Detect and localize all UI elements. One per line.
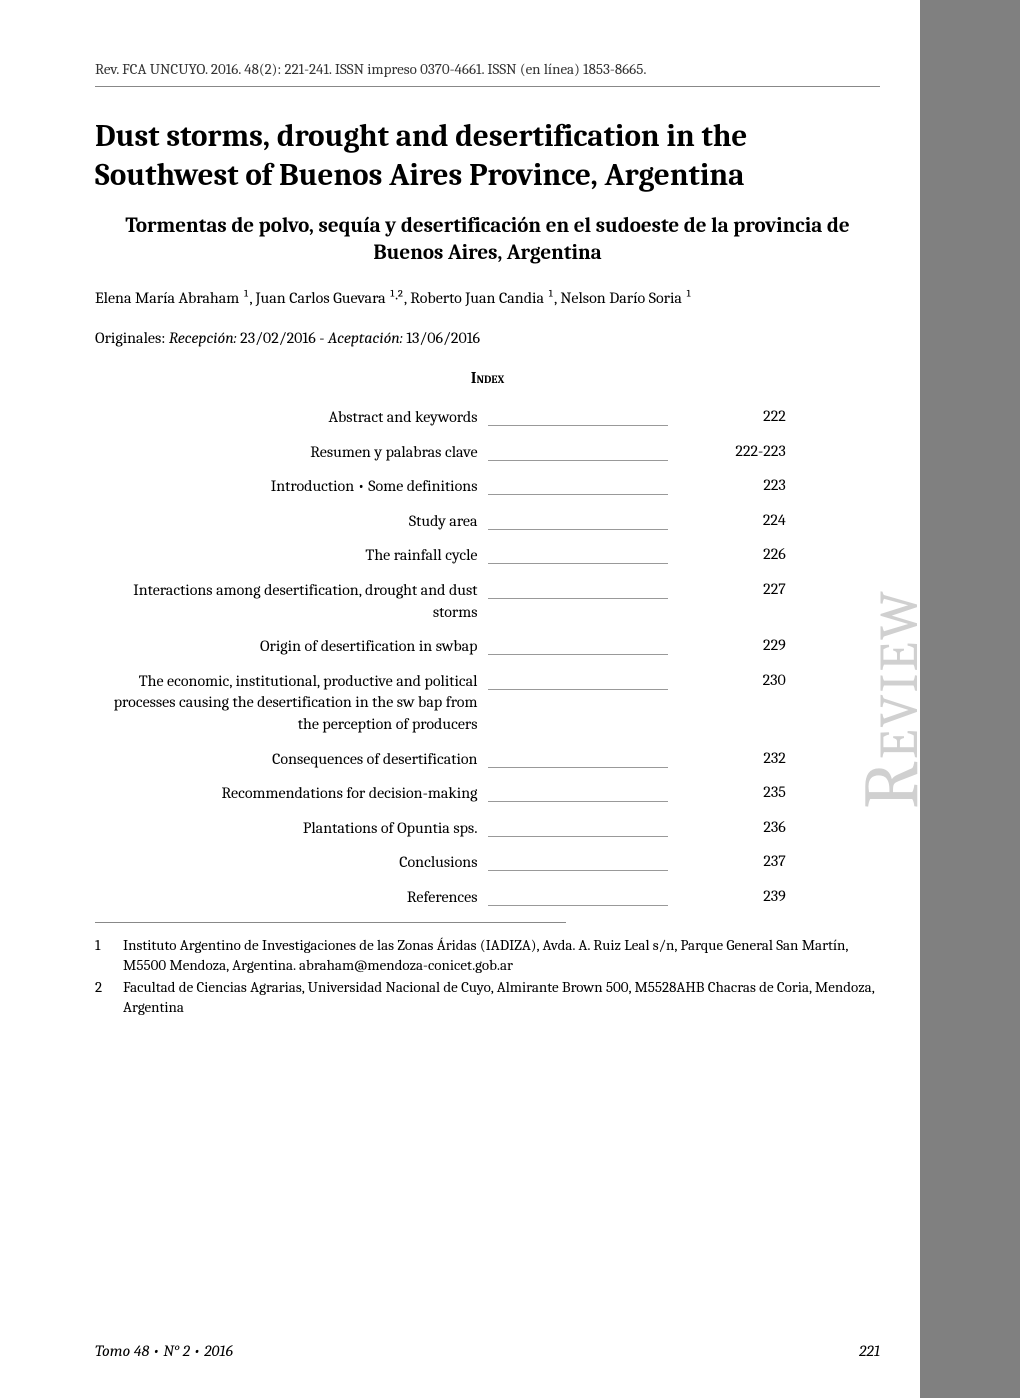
index-label: Study area	[95, 511, 488, 533]
index-row: Interactions among desertification, drou…	[95, 580, 880, 623]
footnote-item: 1Instituto Argentino de Investigaciones …	[95, 935, 880, 976]
index-row: Abstract and keywords 222	[95, 407, 880, 429]
index-row: Study area 224	[95, 511, 880, 533]
footnote-number: 1	[95, 935, 123, 976]
index-row: Introduction • Some definitions 223	[95, 476, 880, 498]
index-leader-line	[488, 563, 669, 564]
index-row: Conclusions 237	[95, 852, 880, 874]
index-label: Consequences of desertification	[95, 749, 488, 771]
index-page: 239	[668, 887, 786, 905]
index-page: 226	[668, 545, 786, 563]
header-citation: Rev. FCA UNCUYO. 2016. 48(2): 221-241. I…	[95, 60, 880, 78]
index-leader-line	[488, 598, 669, 599]
index-label: Plantations of Opuntia sps.	[95, 818, 488, 840]
index-page: 236	[668, 818, 786, 836]
index-row: The rainfall cycle 226	[95, 545, 880, 567]
index-leader-line	[488, 870, 669, 871]
index-leader-line	[488, 689, 669, 690]
index-leader-line	[488, 425, 669, 426]
dates: Originales: Recepción: 23/02/2016 - Acep…	[95, 329, 880, 347]
index-list: Abstract and keywords 222 Resumen y palabr…	[95, 407, 880, 909]
index-page: 227	[668, 580, 786, 598]
footnote-text: Instituto Argentino de Investigaciones d…	[123, 935, 880, 976]
index-label: References	[95, 887, 488, 909]
index-leader-line	[488, 905, 669, 906]
index-page: 230	[668, 671, 786, 689]
index-label: Introduction • Some definitions	[95, 476, 488, 498]
page-content: Rev. FCA UNCUYO. 2016. 48(2): 221-241. I…	[0, 0, 1020, 1060]
dates-prefix: Originales:	[95, 329, 169, 347]
article-title: Dust storms, drought and desertification…	[95, 117, 880, 195]
index-page: 224	[668, 511, 786, 529]
index-label: Origin of desertification in swbap	[95, 636, 488, 658]
index-page: 229	[668, 636, 786, 654]
index-row: Plantations of Opuntia sps. 236	[95, 818, 880, 840]
index-label: The economic, institutional, productive …	[95, 671, 488, 736]
footnote-number: 2	[95, 977, 123, 1018]
footer-left: Tomo 48 • N° 2 • 2016	[95, 1342, 233, 1360]
recepcion-label: Recepción:	[169, 329, 237, 347]
index-row: References 239	[95, 887, 880, 909]
article-subtitle: Tormentas de polvo, sequía y desertifica…	[95, 213, 880, 268]
index-label: Interactions among desertification, drou…	[95, 580, 488, 623]
recepcion-value: 23/02/2016 -	[237, 329, 328, 347]
index-page: 232	[668, 749, 786, 767]
aceptacion-value: 13/06/2016	[403, 329, 480, 347]
index-page: 222	[668, 407, 786, 425]
footnotes: 1Instituto Argentino de Investigaciones …	[95, 935, 880, 1018]
index-page: 222-223	[668, 442, 786, 460]
aceptacion-label: Aceptación:	[328, 329, 403, 347]
authors: Elena María Abraham ¹, Juan Carlos Gueva…	[95, 289, 880, 307]
index-heading: Index	[95, 369, 880, 387]
index-row: Recommendations for decision-making 235	[95, 783, 880, 805]
header-rule	[95, 86, 880, 87]
index-leader-line	[488, 529, 669, 530]
index-page: 237	[668, 852, 786, 870]
index-label: Resumen y palabras clave	[95, 442, 488, 464]
index-page: 223	[668, 476, 786, 494]
review-label: Review	[847, 589, 937, 809]
index-leader-line	[488, 801, 669, 802]
footer-page-number: 221	[859, 1342, 880, 1360]
index-leader-line	[488, 767, 669, 768]
index-label: Abstract and keywords	[95, 407, 488, 429]
index-label: Recommendations for decision-making	[95, 783, 488, 805]
footnote-text: Facultad de Ciencias Agrarias, Universid…	[123, 977, 880, 1018]
index-row: Consequences of desertification 232	[95, 749, 880, 771]
index-page: 235	[668, 783, 786, 801]
index-row: The economic, institutional, productive …	[95, 671, 880, 736]
index-label: The rainfall cycle	[95, 545, 488, 567]
index-row: Resumen y palabras clave 222-223	[95, 442, 880, 464]
index-row: Origin of desertification in swbap 229	[95, 636, 880, 658]
footnote-item: 2Facultad de Ciencias Agrarias, Universi…	[95, 977, 880, 1018]
sidebar: Review	[920, 0, 1020, 1398]
index-leader-line	[488, 654, 669, 655]
index-label: Conclusions	[95, 852, 488, 874]
index-leader-line	[488, 836, 669, 837]
index-leader-line	[488, 494, 669, 495]
footnote-separator	[95, 922, 566, 923]
footer: Tomo 48 • N° 2 • 2016 221	[95, 1342, 880, 1360]
index-leader-line	[488, 460, 669, 461]
